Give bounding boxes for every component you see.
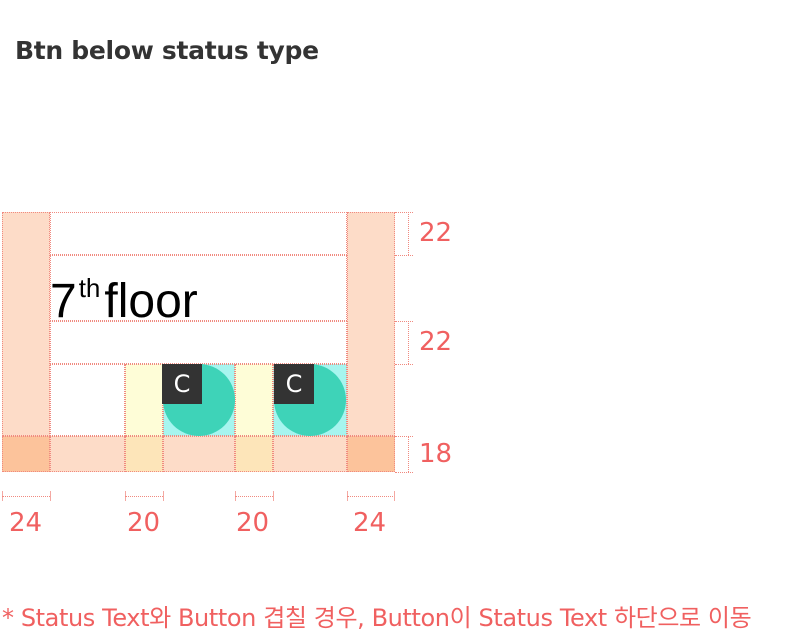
dimension-line — [408, 436, 409, 472]
left-margin-zone — [2, 212, 50, 436]
dimension-line — [408, 321, 409, 364]
measurement-label: 24 — [9, 508, 42, 538]
measurement-label: 20 — [127, 508, 160, 538]
measurement-label: 22 — [419, 218, 452, 248]
measurement-label: 20 — [236, 508, 269, 538]
bottom-left-corner-zone — [2, 436, 50, 472]
tick — [394, 491, 395, 501]
dimension-line — [2, 496, 50, 497]
tick — [163, 491, 164, 501]
floor-number: 7 — [50, 275, 77, 328]
guide-line — [395, 212, 413, 213]
bottom-right-corner-zone — [347, 436, 395, 472]
tick — [50, 491, 51, 501]
floor-word: floor — [104, 275, 197, 328]
bottom-padding-zone — [50, 436, 125, 472]
measurement-label: 18 — [419, 439, 452, 469]
bottom-gap-zone — [125, 436, 163, 472]
dimension-line — [347, 496, 395, 497]
measurement-label: 22 — [419, 327, 452, 357]
dimension-line — [408, 212, 409, 255]
bottom-padding-zone — [163, 436, 235, 472]
bottom-padding-zone — [273, 436, 347, 472]
button-gap-zone — [125, 364, 163, 436]
dimension-line — [125, 496, 163, 497]
dimension-line — [235, 496, 273, 497]
guide-line — [395, 255, 413, 256]
button-badge: C — [274, 364, 314, 404]
floor-suffix: th — [79, 273, 101, 303]
measurement-label: 24 — [353, 508, 386, 538]
guide-line — [395, 472, 413, 473]
footnote: * Status Text와 Button 겹칠 경우, Button이 Sta… — [2, 598, 751, 633]
page-title: Btn below status type — [15, 36, 319, 65]
button-gap-zone — [235, 364, 273, 436]
top-padding-zone — [50, 212, 347, 255]
button-row-empty-zone — [50, 364, 125, 436]
bottom-gap-zone — [235, 436, 273, 472]
guide-line — [395, 436, 413, 437]
button-badge: C — [162, 364, 202, 404]
right-margin-zone — [347, 212, 395, 436]
tick — [273, 491, 274, 501]
guide-line — [395, 364, 413, 365]
guide-line — [395, 321, 413, 322]
status-text: 7thfloor — [50, 258, 198, 332]
